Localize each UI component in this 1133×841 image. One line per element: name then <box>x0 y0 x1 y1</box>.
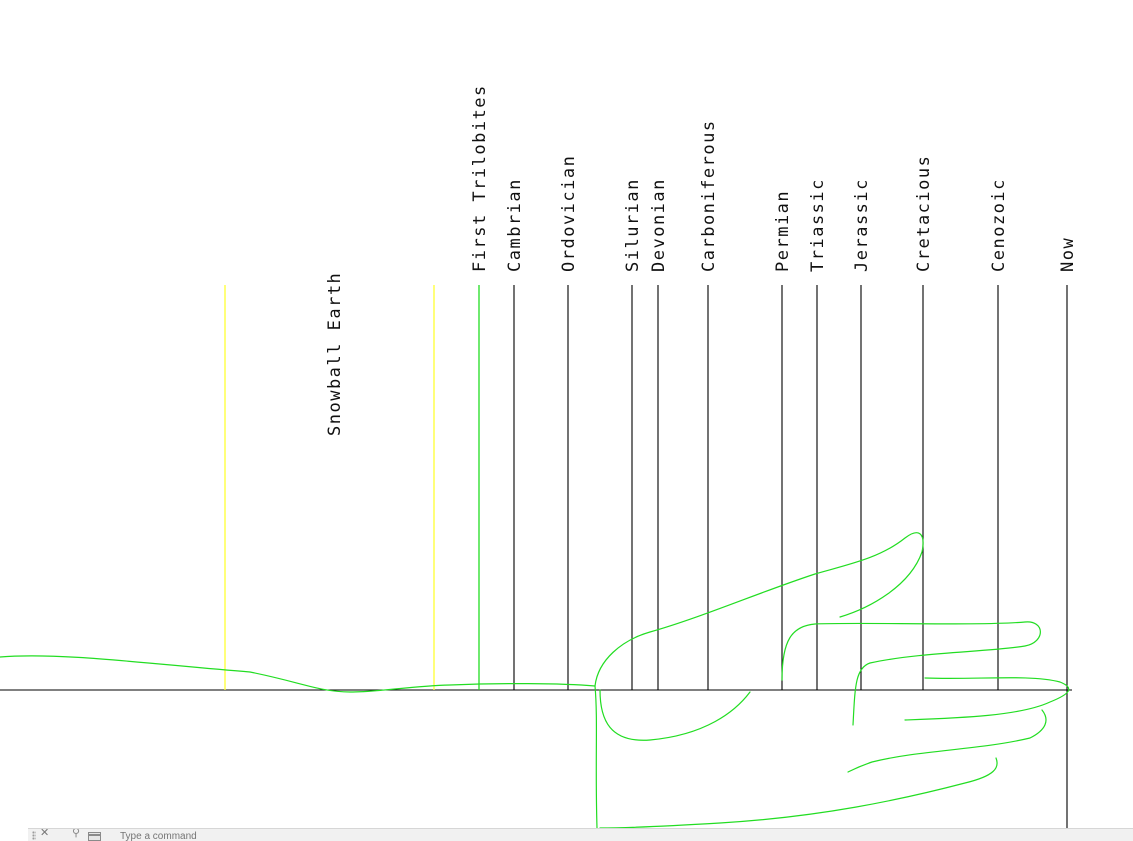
command-line-bar: ✕ ⚲ <box>28 828 1133 841</box>
sketch-thumb <box>594 532 924 687</box>
timeline-marker-label: Now <box>1058 237 1078 272</box>
sketch-arm <box>0 655 596 693</box>
timeline-marker-label: Jerassic <box>852 178 872 272</box>
sketch-palm-curve <box>599 689 751 741</box>
sketch-index-finger <box>781 621 1041 726</box>
timeline-marker-label: Silurian <box>623 178 643 272</box>
timeline-marker-label: Permian <box>773 190 793 272</box>
wrench-icon[interactable]: ⚲ <box>72 828 81 839</box>
timeline-marker-label: First Trilobites <box>470 84 490 272</box>
timeline-marker-label: Cretacious <box>914 155 934 272</box>
timeline-marker-label: Ordovician <box>559 155 579 272</box>
close-icon[interactable]: ✕ <box>40 828 50 839</box>
snowball-earth-label: Snowball Earth <box>325 272 345 436</box>
timeline-marker-label: Devonian <box>649 178 669 272</box>
timeline-marker-label: Cenozoic <box>989 178 1009 272</box>
timeline-labels: First Trilobites Cambrian Ordovician Siluri… <box>470 84 1078 272</box>
sketch-palm-edge <box>594 685 598 828</box>
sketch-ring-finger <box>847 709 1047 773</box>
timeline-markers <box>224 285 1068 690</box>
timeline-marker-label: Carboniferous <box>699 119 719 272</box>
sketch-pinky <box>599 757 998 828</box>
sketch-middle-finger <box>904 677 1070 721</box>
timeline-marker-label: Triassic <box>808 178 828 272</box>
hand-sketch <box>0 532 1070 828</box>
grip-handle-icon[interactable] <box>32 831 36 840</box>
timeline-marker-label: Cambrian <box>505 178 525 272</box>
command-input[interactable] <box>120 829 620 841</box>
